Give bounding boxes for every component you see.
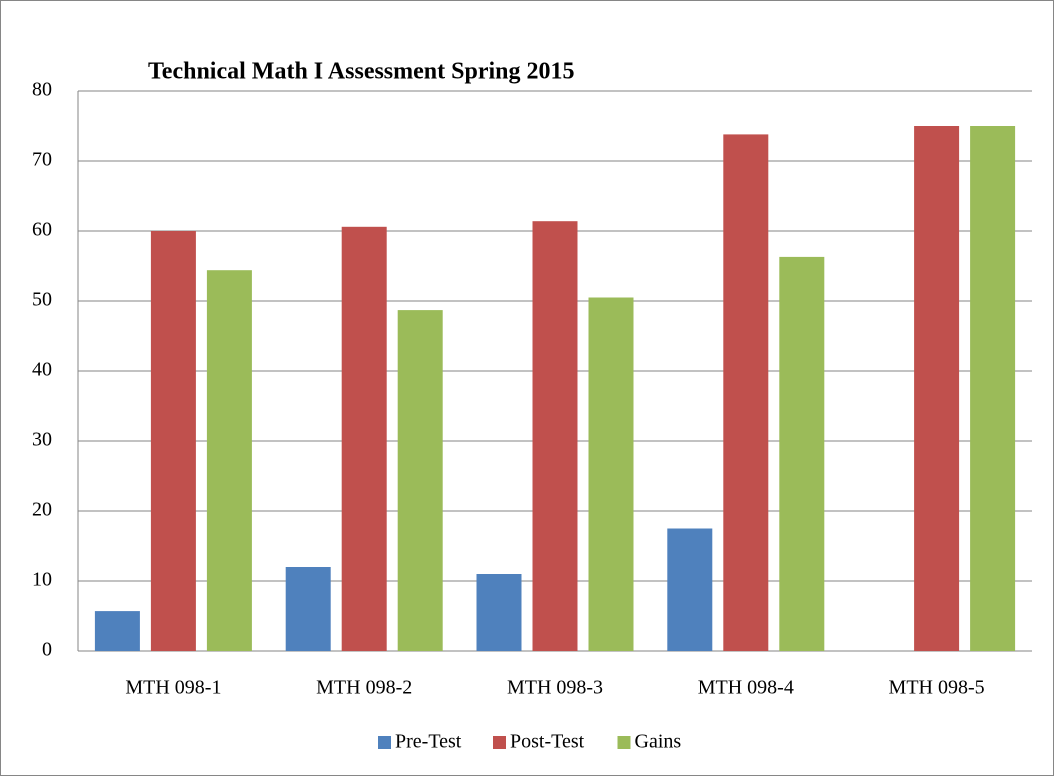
bar <box>532 221 578 651</box>
bar <box>206 270 252 651</box>
x-tick-label: MTH 098-1 <box>125 677 221 699</box>
bar <box>341 226 387 652</box>
bar <box>476 574 522 651</box>
bar <box>150 231 196 651</box>
legend-swatch <box>617 736 631 749</box>
bar <box>970 126 1016 651</box>
legend-swatch <box>378 736 391 749</box>
bar <box>667 528 713 651</box>
bar <box>94 611 140 651</box>
x-tick-label: MTH 098-5 <box>889 677 985 699</box>
y-tick-label: 40 <box>32 359 52 381</box>
bar <box>914 126 960 651</box>
y-tick-label: 50 <box>32 289 52 311</box>
legend-label: Gains <box>635 731 682 753</box>
x-tick-label: MTH 098-3 <box>507 677 603 699</box>
legend-label: Post-Test <box>510 731 585 753</box>
legend-swatch <box>493 736 506 749</box>
y-tick-label: 60 <box>32 219 52 241</box>
y-tick-label: 70 <box>32 149 52 171</box>
bar <box>588 297 634 651</box>
y-tick-label: 10 <box>32 569 52 591</box>
bar <box>285 567 331 651</box>
legend-label: Pre-Test <box>395 731 462 753</box>
bar <box>397 310 443 651</box>
x-tick-label: MTH 098-2 <box>316 677 412 699</box>
y-tick-label: 20 <box>32 499 52 521</box>
chart-title: Technical Math I Assessment Spring 2015 <box>148 59 575 85</box>
y-tick-label: 80 <box>32 79 52 101</box>
bar <box>723 134 769 651</box>
x-tick-label: MTH 098-4 <box>698 677 794 699</box>
bar <box>779 256 825 651</box>
y-tick-label: 0 <box>42 639 52 661</box>
y-tick-label: 30 <box>32 429 52 451</box>
